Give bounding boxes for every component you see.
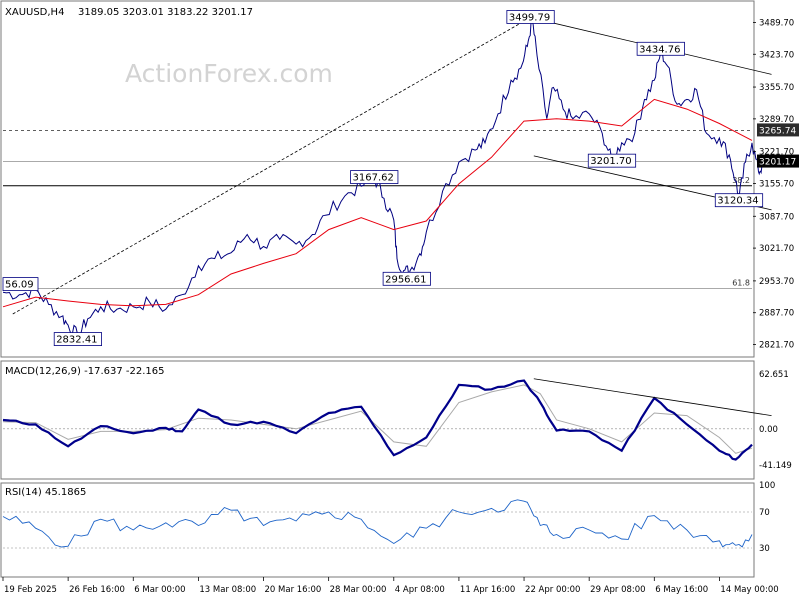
- y-tick-label-1: 3423.70: [759, 50, 794, 60]
- x-tick-label-8: 22 Apr 00:00: [525, 585, 580, 595]
- ohlc-readout: 3189.05 3203.01 3183.22 3201.17: [78, 7, 253, 18]
- price-label-2: 3167.62: [353, 173, 394, 184]
- price-label-box-0: [506, 10, 555, 24]
- price-label-box-5: [714, 193, 764, 208]
- x-tick-label-6: 4 Apr 08:00: [395, 585, 445, 595]
- x-tick-label-11: 14 May 00:00: [720, 585, 778, 595]
- rsi-panel-border: [0, 482, 755, 578]
- watermark: ActionForex.com: [125, 59, 333, 88]
- x-tick-label-5: 28 Mar 00:00: [330, 585, 387, 595]
- rsi-line: [2, 499, 753, 548]
- symbol-timeframe: XAUUSD,H4: [5, 7, 64, 18]
- y-tick-label-0: 3489.70: [759, 18, 794, 28]
- x-tick-label-7: 11 Apr 16:00: [460, 585, 515, 595]
- price-axis-badge-box-0: [757, 123, 799, 137]
- x-tick-label-3: 13 Mar 08:00: [199, 585, 256, 595]
- x-tick-label-10: 6 May 16:00: [655, 585, 708, 595]
- price-axis-badge-1: 3201.17: [759, 158, 796, 168]
- price-label-6: 56.09: [5, 280, 34, 291]
- y-tick-label-3: 3289.70: [759, 115, 794, 125]
- fib-level-label: 61.8: [732, 278, 750, 287]
- macd-tick-label-1: 0.00: [759, 425, 778, 435]
- price-axis-badge-box-1: [757, 154, 799, 168]
- price-label-box-7: [53, 332, 103, 346]
- x-tick-label-4: 20 Mar 16:00: [265, 585, 322, 595]
- x-tick-label-0: 19 Feb 2025: [4, 585, 57, 595]
- y-tick-label-10: 2821.70: [759, 341, 794, 351]
- macd-tick-label-0: 62.651: [759, 370, 789, 380]
- macd-main-line: [2, 379, 753, 461]
- price-labels-layer: 3499.79 3434.76 3167.62 3201.70 2956.61 3120.…: [2, 10, 764, 346]
- macd-panel-border: [0, 360, 755, 480]
- price-trendline-0: [12, 17, 531, 315]
- price-axis-badge-0: 3265.74: [759, 126, 796, 136]
- time-axis-layer: 19 Feb 2025 26 Feb 16:00 6 Mar 00:00 13 Mar…: [2, 577, 779, 595]
- macd-signal-line: [2, 384, 753, 454]
- price-label-box-1: [636, 41, 685, 56]
- y-tick-label-9: 2887.70: [759, 309, 794, 319]
- macd-trendline: [533, 378, 772, 417]
- y-tick-label-8: 2953.70: [759, 277, 794, 287]
- price-label-3: 3201.70: [590, 156, 631, 167]
- moving-average-line: [2, 98, 753, 308]
- macd-tick-label-2: -41.149: [759, 461, 792, 471]
- price-label-1: 3434.76: [639, 44, 680, 55]
- macd-title: MACD(12,26,9) -17.637 -22.165: [5, 366, 165, 377]
- price-axis-layer: 3489.70 3423.70 3355.70 3289.70 3221.70 3155.…: [753, 18, 799, 351]
- price-label-box-6: [2, 277, 39, 292]
- price-label-box-3: [587, 153, 637, 168]
- price-panel-border: [0, 0, 755, 358]
- price-label-0: 3499.79: [509, 12, 550, 23]
- rsi-tick-label-0: 100: [759, 481, 775, 491]
- price-label-box-2: [350, 170, 399, 184]
- macd-layer: 62.651 0.00 -41.149: [2, 370, 792, 471]
- x-tick-label-2: 6 Mar 00:00: [134, 585, 185, 595]
- y-tick-label-7: 3021.70: [759, 244, 794, 254]
- price-label-4: 2956.61: [385, 274, 426, 285]
- x-tick-label-1: 26 Feb 16:00: [69, 585, 125, 595]
- rsi-tick-label-2: 30: [759, 544, 770, 554]
- y-tick-label-5: 3155.70: [759, 179, 794, 189]
- price-levels-layer: 38.261.8: [3, 130, 752, 289]
- rsi-tick-label-1: 70: [759, 508, 770, 518]
- price-series-layer: [2, 19, 763, 339]
- y-tick-label-4: 3221.70: [759, 148, 794, 158]
- price-label-box-4: [382, 271, 431, 286]
- price-label-7: 2832.41: [56, 335, 97, 346]
- rsi-title: RSI(14) 45.1865: [5, 487, 86, 498]
- price-line: [2, 19, 763, 339]
- price-label-5: 3120.34: [717, 196, 758, 207]
- y-tick-label-6: 3087.70: [759, 212, 794, 222]
- rsi-layer: 100 70 30: [2, 481, 775, 554]
- y-tick-label-2: 3355.70: [759, 83, 794, 93]
- x-tick-label-9: 29 Apr 08:00: [590, 585, 645, 595]
